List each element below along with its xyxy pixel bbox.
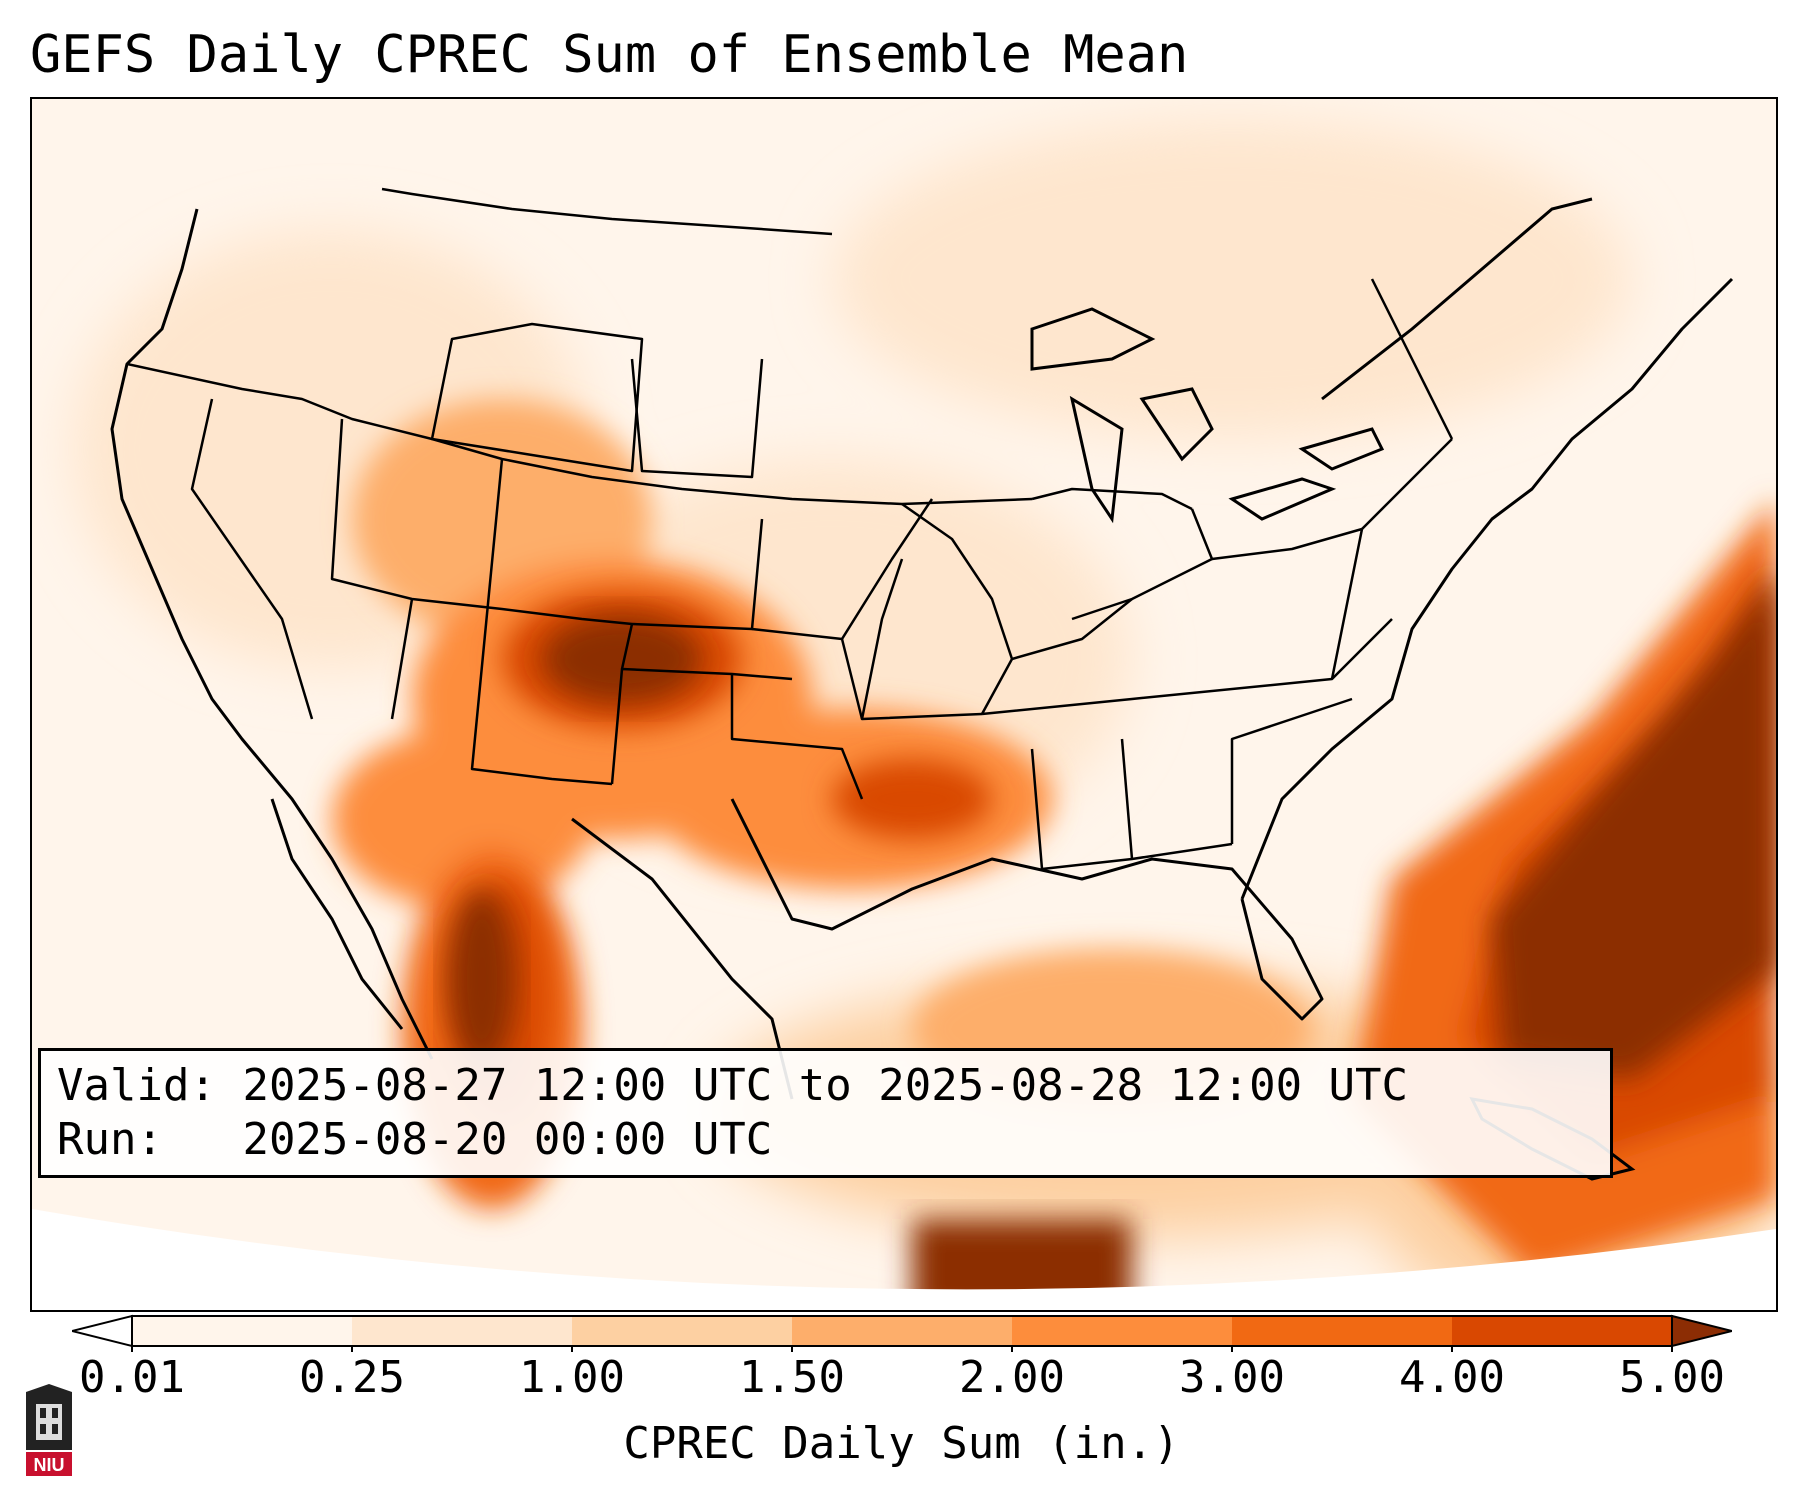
state-borders [126,187,1454,871]
run-label: Run: [57,1114,163,1165]
logo-text: NIU [34,1455,65,1475]
colorbar-tick-label: 1.00 [519,1352,625,1403]
colorbar-segment [1232,1316,1452,1346]
precip-extreme-atlantic [1492,569,1776,1079]
colorbar-segment [792,1316,1012,1346]
valid-label: Valid: [57,1060,216,1111]
valid-run-info-box: Valid: 2025-08-27 12:00 UTC to 2025-08-2… [38,1048,1613,1178]
map-limb [32,1209,1776,1310]
colorbar-segment [1012,1316,1232,1346]
colorbar-tick-label: 5.00 [1619,1352,1725,1403]
colorbar-outline [131,1315,1673,1347]
colorbar-tick-label: 1.50 [739,1352,845,1403]
niu-logo: NIU [26,1384,72,1476]
colorbar-tick-label: 3.00 [1179,1352,1285,1403]
coastline-gulf [730,798,1324,1021]
colorbar-extend-low [72,1314,133,1348]
colorbar-segment [352,1316,572,1346]
colorbar-segment [1452,1316,1672,1346]
colorbar [72,1314,1732,1352]
precip-extreme-mexico [447,889,517,1069]
colorbar-tick-label: 2.00 [959,1352,1065,1403]
colorbar-extend-high [1671,1314,1732,1348]
map-title: GEFS Daily CPREC Sum of Ensemble Mean [30,25,1189,85]
coastline-west [110,208,434,1060]
colorbar-label: CPREC Daily Sum (in.) [623,1418,1180,1469]
coastline-texas-mexico [571,817,794,1100]
coastline-baja [270,798,404,1030]
coastline-canada-east [1321,197,1593,401]
colorbar-segment [132,1316,352,1346]
colorbar-tick-label: 0.01 [79,1352,185,1403]
colorbar-segment [572,1316,792,1346]
colorbar-tick-label: 4.00 [1399,1352,1505,1403]
precip-extreme-colorado [542,614,702,704]
valid-value: 2025-08-27 12:00 UTC to 2025-08-28 12:00… [242,1060,1409,1111]
great-lakes [1030,307,1385,524]
run-value: 2025-08-20 00:00 UTC [242,1114,773,1165]
coastline-east [1240,277,1734,900]
colorbar-tick-label: 0.25 [299,1352,405,1403]
